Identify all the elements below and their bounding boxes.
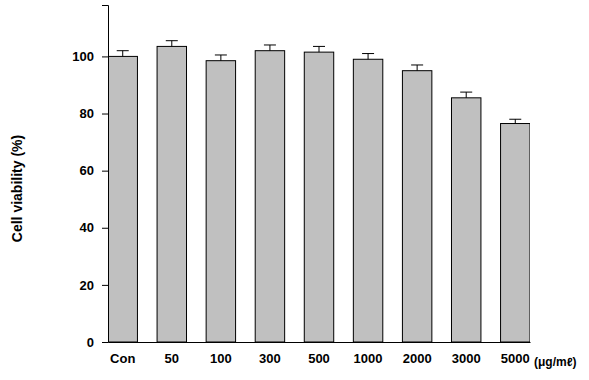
x-tick-label: 100 — [210, 351, 232, 366]
error-bar — [166, 41, 178, 47]
x-axis-line — [109, 342, 531, 343]
error-bar — [509, 119, 521, 123]
error-bar — [117, 51, 129, 57]
y-axis-title: Cell viability (%) — [9, 135, 25, 242]
y-tick-label: 0 — [87, 335, 94, 350]
y-tick-label: 80 — [80, 106, 94, 121]
y-tick: 100 — [72, 49, 108, 64]
x-tick: 300 — [259, 351, 281, 366]
x-tick: 500 — [308, 351, 330, 366]
error-bar — [264, 45, 276, 51]
chart: 0 20 40 60 80 100 Con 50 100 300 500 1000 2000 3000 50… — [0, 0, 589, 380]
bar — [108, 56, 137, 342]
y-tick: 20 — [80, 278, 108, 293]
y-axis-line — [102, 6, 109, 343]
x-tick: 50 — [165, 351, 179, 366]
y-tick-label: 40 — [80, 220, 94, 235]
x-tick: Con — [110, 351, 135, 366]
y-tick-mark — [102, 228, 108, 229]
y-tick-mark — [102, 171, 108, 172]
bar — [451, 98, 480, 342]
x-tick-label: Con — [110, 351, 135, 366]
bar — [353, 59, 382, 342]
x-tick-label: 3000 — [452, 351, 481, 366]
error-bar — [460, 92, 472, 98]
bar — [402, 71, 431, 342]
y-tick-mark — [102, 56, 108, 57]
error-bars — [117, 41, 522, 124]
bar — [206, 61, 235, 342]
x-tick-label: 50 — [165, 351, 179, 366]
bar — [501, 124, 530, 342]
y-axis: 0 20 40 60 80 100 — [72, 6, 108, 350]
bar — [255, 51, 284, 342]
error-bar — [313, 46, 325, 52]
error-bar — [411, 65, 423, 71]
x-tick-label: 1000 — [354, 351, 383, 366]
x-tick: 3000 — [452, 351, 481, 366]
y-tick-mark — [102, 285, 108, 286]
x-axis: Con 50 100 300 500 1000 2000 3000 5000 — [109, 343, 531, 367]
y-tick-label: 60 — [80, 163, 94, 178]
x-tick: 100 — [210, 351, 232, 366]
x-axis-title: (μg/mℓ) — [534, 355, 577, 369]
bar — [304, 52, 333, 342]
x-tick: 5000 — [501, 351, 530, 366]
y-tick: 40 — [80, 220, 108, 235]
y-tick-mark — [102, 342, 108, 343]
x-tick: 1000 — [354, 351, 383, 366]
bar — [157, 46, 186, 342]
y-tick: 80 — [80, 106, 108, 121]
error-bar — [362, 54, 374, 60]
y-tick: 60 — [80, 163, 108, 178]
error-bar — [215, 55, 227, 61]
x-tick: 2000 — [403, 351, 432, 366]
x-tick-label: 5000 — [501, 351, 530, 366]
y-tick-label: 100 — [72, 49, 94, 64]
plot-area — [108, 41, 530, 342]
x-tick-label: 300 — [259, 351, 281, 366]
x-tick-label: 500 — [308, 351, 330, 366]
y-tick-mark — [102, 114, 108, 115]
y-tick-label: 20 — [80, 278, 94, 293]
x-tick-label: 2000 — [403, 351, 432, 366]
y-tick: 0 — [87, 335, 108, 350]
